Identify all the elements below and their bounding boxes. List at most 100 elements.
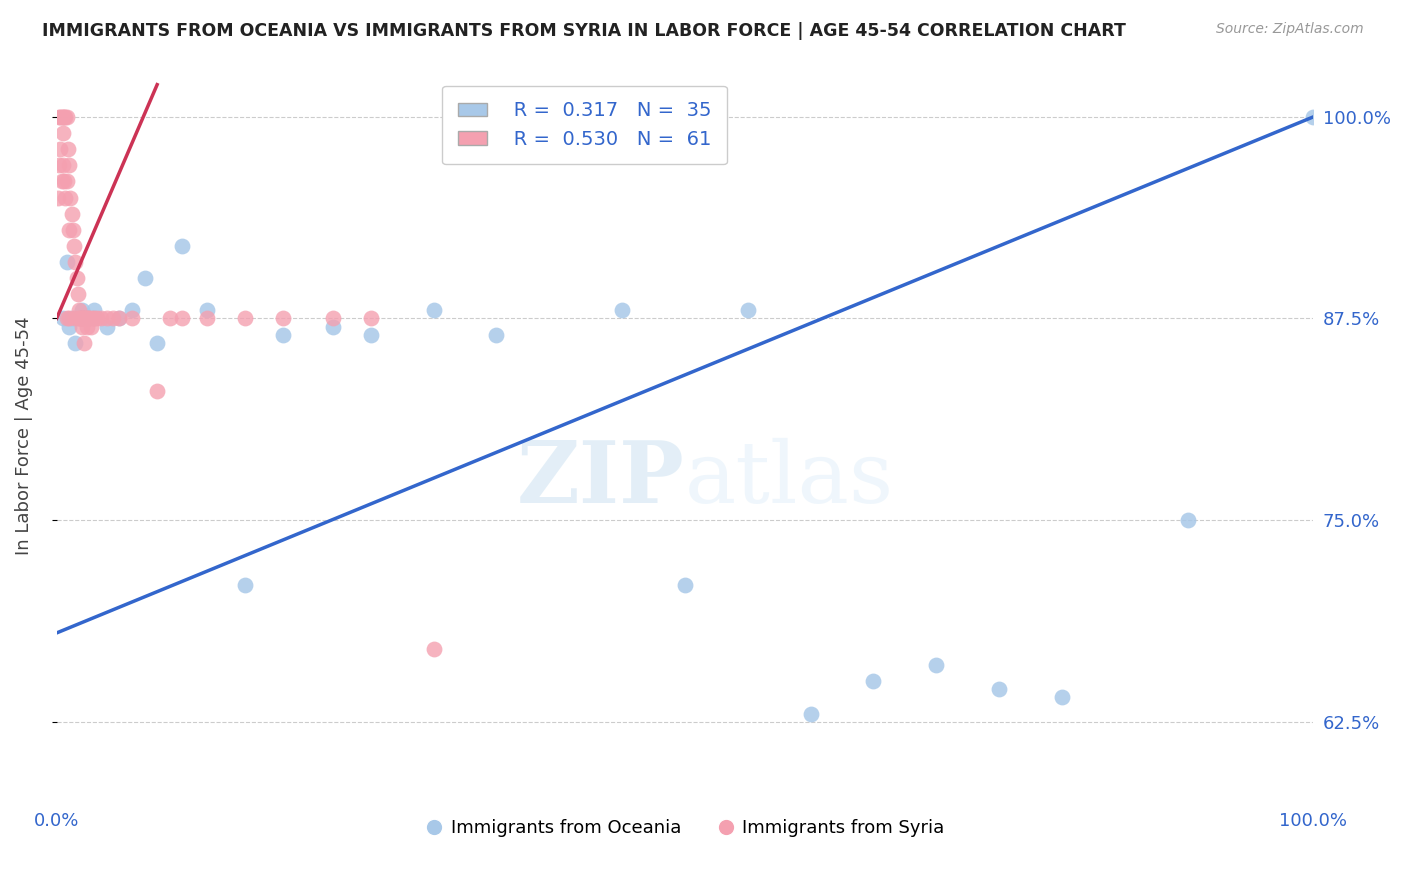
Point: [70, 311, 93, 326]
Point: [55, 311, 77, 326]
Point: [67, 303, 90, 318]
Point: [79, 311, 101, 326]
Point: [159, 311, 181, 326]
Point: [55, 190, 77, 204]
Point: [52, 126, 75, 140]
Point: [121, 311, 143, 326]
Point: [49, 110, 72, 124]
Point: [673, 577, 696, 591]
Legend: Immigrants from Oceania, Immigrants from Syria: Immigrants from Oceania, Immigrants from…: [418, 812, 952, 845]
Point: [52, 158, 75, 172]
Point: [53, 110, 76, 124]
Point: [197, 311, 219, 326]
Point: [101, 311, 124, 326]
Point: [55, 255, 77, 269]
Point: [58, 223, 80, 237]
Point: [322, 319, 344, 334]
Point: [76, 319, 98, 334]
Point: [63, 239, 86, 253]
Point: [146, 384, 169, 398]
Point: [77, 311, 100, 326]
Point: [46, 190, 69, 204]
Point: [52, 110, 75, 124]
Point: [485, 327, 508, 342]
Point: [48, 110, 70, 124]
Point: [73, 335, 96, 350]
Point: [108, 311, 131, 326]
Point: [1177, 513, 1199, 527]
Point: [96, 311, 118, 326]
Point: [862, 674, 884, 689]
Point: [121, 303, 143, 318]
Point: [67, 311, 90, 326]
Point: [65, 335, 87, 350]
Point: [172, 311, 194, 326]
Point: [48, 158, 70, 172]
Point: [52, 311, 75, 326]
Point: [58, 311, 80, 326]
Point: [49, 142, 72, 156]
Point: [55, 110, 77, 124]
Point: [80, 311, 103, 326]
Point: [271, 327, 294, 342]
Point: [65, 311, 87, 326]
Point: [146, 335, 169, 350]
Point: [73, 311, 96, 326]
Point: [58, 319, 80, 334]
Point: [77, 311, 100, 326]
Point: [271, 311, 294, 326]
Point: [360, 327, 382, 342]
Point: [79, 319, 101, 334]
Point: [70, 303, 93, 318]
Point: [69, 311, 91, 326]
Y-axis label: In Labor Force | Age 45-54: In Labor Force | Age 45-54: [15, 316, 32, 555]
Text: IMMIGRANTS FROM OCEANIA VS IMMIGRANTS FROM SYRIA IN LABOR FORCE | AGE 45-54 CORR: IMMIGRANTS FROM OCEANIA VS IMMIGRANTS FR…: [42, 22, 1126, 40]
Point: [96, 319, 118, 334]
Point: [67, 311, 90, 326]
Text: atlas: atlas: [685, 438, 894, 521]
Point: [70, 311, 93, 326]
Point: [55, 174, 77, 188]
Point: [70, 319, 93, 334]
Point: [60, 207, 83, 221]
Point: [322, 311, 344, 326]
Point: [86, 311, 108, 326]
Point: [72, 311, 94, 326]
Point: [83, 311, 105, 326]
Point: [66, 271, 89, 285]
Point: [988, 682, 1011, 697]
Point: [60, 311, 83, 326]
Point: [422, 642, 444, 657]
Point: [360, 311, 382, 326]
Point: [75, 311, 97, 326]
Point: [925, 658, 948, 673]
Point: [65, 255, 87, 269]
Point: [51, 174, 73, 188]
Point: [197, 303, 219, 318]
Point: [800, 706, 823, 721]
Point: [66, 287, 89, 301]
Point: [83, 303, 105, 318]
Point: [108, 311, 131, 326]
Point: [172, 239, 194, 253]
Point: [62, 223, 84, 237]
Point: [53, 174, 76, 188]
Point: [233, 577, 256, 591]
Point: [737, 303, 759, 318]
Text: ZIP: ZIP: [517, 437, 685, 522]
Point: [233, 311, 256, 326]
Text: Source: ZipAtlas.com: Source: ZipAtlas.com: [1216, 22, 1364, 37]
Point: [59, 190, 82, 204]
Point: [70, 311, 93, 326]
Point: [90, 311, 112, 326]
Point: [56, 142, 79, 156]
Point: [422, 303, 444, 318]
Point: [77, 311, 100, 326]
Point: [134, 271, 156, 285]
Point: [77, 311, 100, 326]
Point: [1050, 690, 1073, 705]
Point: [51, 110, 73, 124]
Point: [58, 158, 80, 172]
Point: [610, 303, 633, 318]
Point: [1302, 110, 1324, 124]
